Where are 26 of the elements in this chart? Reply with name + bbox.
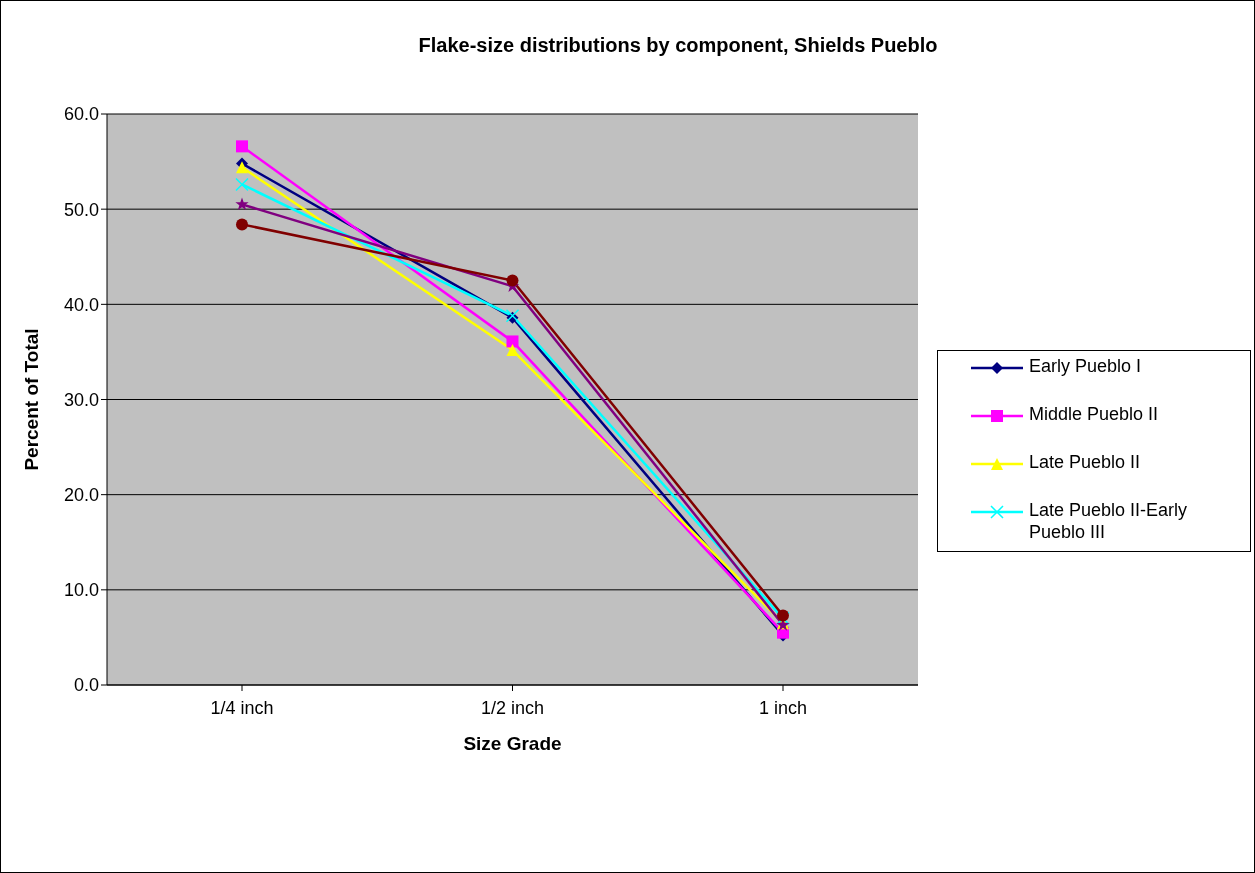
point [236,161,248,174]
point [236,218,248,231]
point [777,609,789,622]
y-tick-label: 0.0 [73,675,99,696]
y-tick-label: 30.0 [63,389,99,410]
y-axis-title: Percent of Total [20,328,42,471]
point [235,177,249,192]
y-tick-label: 60.0 [63,104,99,125]
x-tick-label: 1 inch [758,697,808,718]
x-axis-title: Size Grade [463,733,562,755]
point [506,335,519,348]
point [235,197,249,211]
y-tick-label: 10.0 [63,580,99,601]
point [506,344,519,357]
y-tick-label: 20.0 [63,485,99,506]
x-tick-label: 1/2 inch [480,697,545,718]
chart-title: Flake-size distributions by component, Shields Pueblo [417,34,939,57]
y-tick-label: 50.0 [63,199,99,220]
point [236,140,248,153]
point [506,274,519,287]
y-tick-label: 40.0 [63,294,99,315]
legend-label: Late Pueblo II [1029,451,1142,473]
legend-label: Middle Pueblo II [1029,403,1160,425]
x-tick-label: 1/4 inch [210,697,274,718]
legend-label: Late Pueblo II-Early Pueblo III [1029,499,1189,543]
legend-label: Early Pueblo I [1029,355,1143,377]
